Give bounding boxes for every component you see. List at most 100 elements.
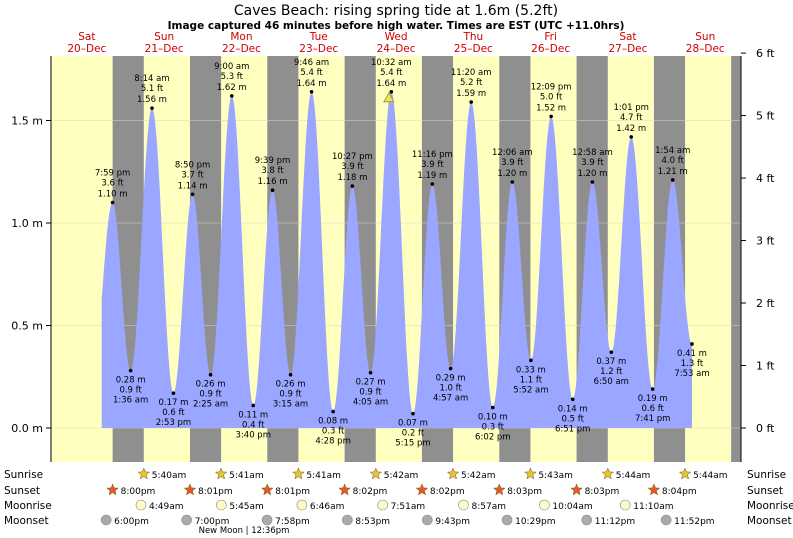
tide-metres-label: 1.20 m [497,169,527,179]
tide-point [510,180,515,184]
day-date-label: 25–Dec [454,43,493,55]
tide-feet-label: 4.7 ft [620,113,643,123]
day-date-label: 28–Dec [686,43,725,55]
sunset-time-label: 8:04pm [662,487,697,497]
tide-point [331,409,335,414]
tide-metres-label: 0.28 m [116,376,146,386]
tide-point [251,403,256,408]
tide-time-label: 8:50 pm [175,160,210,170]
tide-metres-label: 0.29 m [436,374,466,384]
day-date-label: 23–Dec [299,43,338,55]
current-time-marker [383,91,395,103]
left-tick-label: 0.5 m [11,320,43,333]
sunrise-time-label: 5:41am [229,471,264,481]
day-name-label: Sat [619,31,636,43]
sunrise-icon [524,467,537,480]
tide-metres-label: 0.14 m [558,404,588,414]
moonset-row-label-left: Moonset [4,515,49,527]
moonrise-icon [216,499,227,511]
sunset-time-label: 8:01pm [198,487,233,497]
sunset-row-label-left: Sunset [4,485,40,497]
tide-metres-label: 1.64 m [297,79,327,89]
right-tick-label: 2 ft [756,297,775,310]
astro-rows: Sunrise Sunrise 5:40am 5:41am 5:41am 5:42am 5:… [4,467,793,536]
tide-time-label: 8:14 am [134,74,169,84]
tide-metres-label: 1.64 m [376,79,406,89]
tide-point [529,358,533,363]
tide-time-label: 9:00 am [214,62,249,72]
tide-time-label: 1:01 pm [613,103,648,113]
tide-feet-label: 1.0 ft [439,384,462,394]
tide-point [171,391,176,395]
tide-time-label: 1:36 am [113,396,148,406]
moonset-icon [181,514,192,526]
tide-metres-label: 0.26 m [276,380,306,390]
moonset-icon [581,514,593,526]
tide-point [549,114,553,119]
moonrise-time-label: 5:45am [229,502,264,512]
tide-metres-label: 0.07 m [398,419,428,429]
tide-time-label: 4:28 pm [315,437,350,447]
sunset-time-label: 8:02pm [353,487,388,497]
tide-point [490,405,495,410]
sunset-icon [338,483,351,496]
tide-metres-label: 1.10 m [98,190,128,200]
right-tick-label: 3 ft [756,235,775,248]
tide-point [128,368,133,373]
tide-point [229,94,234,98]
sunrise-time-label: 5:41am [306,471,341,481]
tide-metres-label: 0.19 m [638,394,668,404]
sunset-icon [415,483,429,496]
tide-feet-label: 3.9 ft [421,160,444,170]
sunrise-row-label-left: Sunrise [4,469,43,481]
tide-time-label: 4:05 am [353,398,388,408]
tide-time-label: 9:39 pm [255,156,290,166]
sunrise-icon [446,467,460,480]
sunrise-time-label: 5:43am [538,471,573,481]
tide-metres-label: 1.18 m [337,173,367,183]
moonset-icon [261,514,273,526]
tide-feet-label: 0.9 ft [119,386,142,396]
moonrise-icon [377,499,388,511]
moonrise-icon [458,499,469,511]
moonrise-row-label-left: Moonrise [4,500,52,512]
tide-metres-label: 1.62 m [217,83,247,93]
tide-point [309,90,314,94]
tide-point [650,387,655,391]
tide-point [150,106,154,110]
day-name-label: Mon [230,31,252,43]
tide-metres-label: 1.21 m [658,167,688,177]
chart-title: Caves Beach: rising spring tide at 1.6m … [234,3,558,19]
tide-feet-label: 3.8 ft [261,166,284,176]
sunrise-icon [369,467,383,480]
moon-phase-label: New Moon | 12:36pm [199,526,290,536]
moonset-icon [660,514,672,526]
day-name-label: Sun [695,31,715,43]
moonset-time-label: 9:43pm [435,517,470,527]
tide-feet-label: 0.5 ft [562,414,585,424]
sunrise-icon [678,467,692,480]
tide-time-label: 1:54 am [655,146,690,156]
sunrise-icon [214,467,228,480]
tide-metres-label: 0.26 m [196,380,226,390]
sunset-time-label: 8:02pm [430,487,465,497]
day-name-label: Thu [462,31,483,43]
tide-point [350,184,355,188]
left-tick-label: 0.0 m [11,422,43,435]
tide-point [690,342,694,346]
tide-point [590,180,595,184]
sunrise-icon [137,467,151,480]
tide-metres-label: 1.14 m [178,181,208,191]
tide-metres-label: 0.08 m [318,417,348,427]
sunset-time-label: 8:01pm [275,487,310,497]
tide-time-label: 11:20 am [451,68,492,78]
tide-time-label: 12:09 pm [531,82,572,92]
tide-feet-label: 3.9 ft [341,162,364,172]
moonrise-time-label: 11:10am [633,502,673,512]
right-tick-label: 0 ft [756,422,775,435]
tide-time-label: 3:15 am [273,400,308,410]
tide-time-label: 6:50 am [594,377,629,387]
chart-subtitle: Image captured 46 minutes before high wa… [168,20,625,32]
sunset-icon [260,483,274,496]
